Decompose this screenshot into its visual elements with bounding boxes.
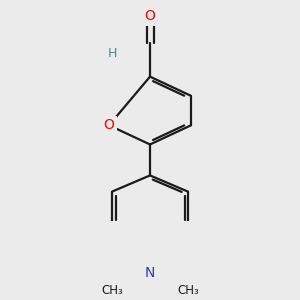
Text: O: O [103,118,114,132]
Text: H: H [107,46,117,60]
Text: CH₃: CH₃ [101,284,123,297]
Text: CH₃: CH₃ [177,284,199,297]
Text: N: N [145,266,155,280]
Text: O: O [145,9,155,23]
